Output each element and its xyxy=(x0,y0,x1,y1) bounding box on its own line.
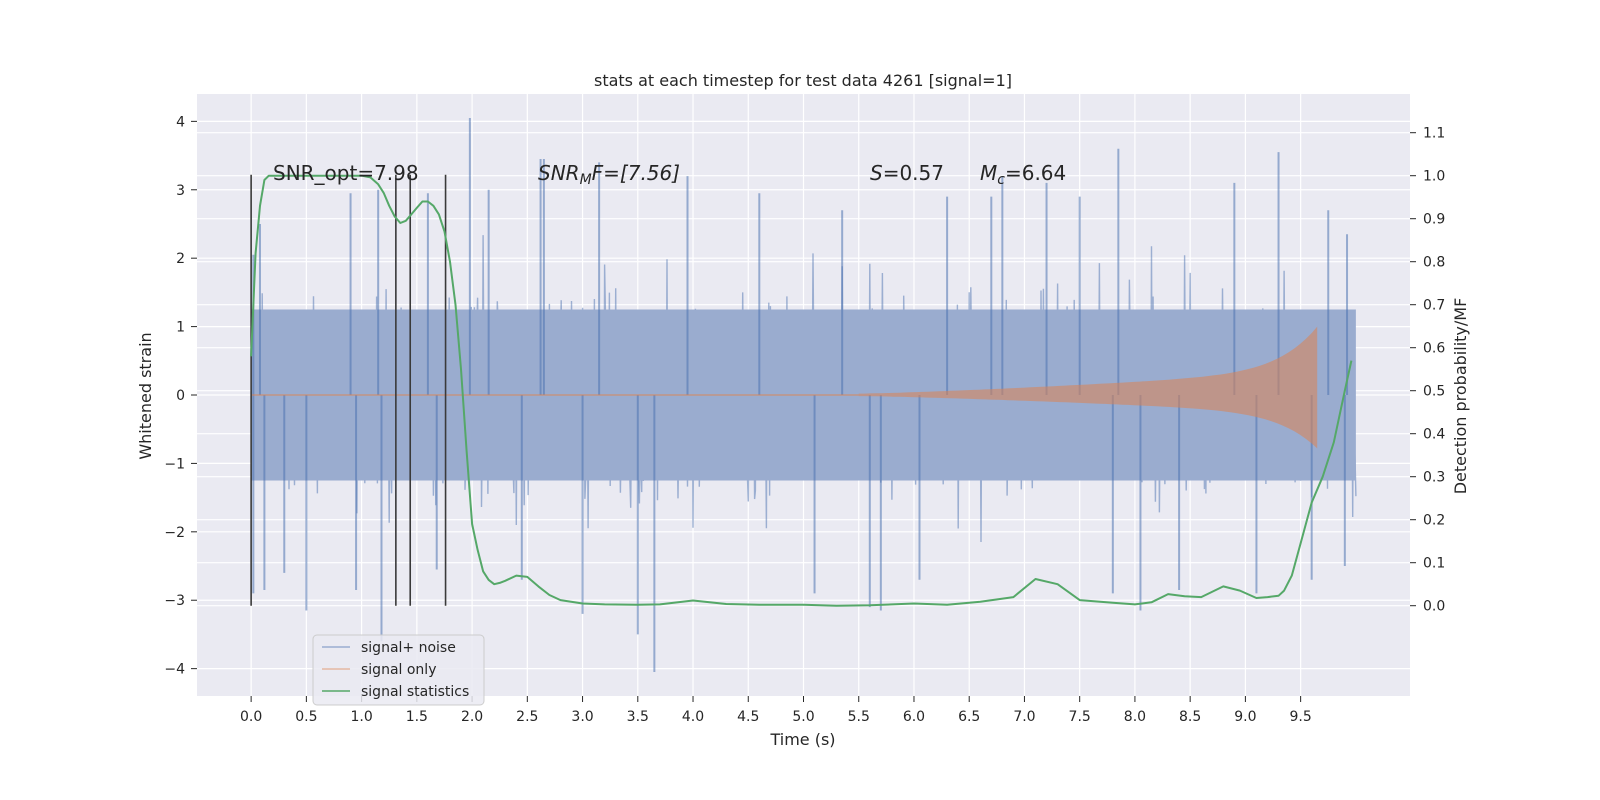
x-tick-label: 7.0 xyxy=(1013,709,1035,725)
y-left-tick-label: 3 xyxy=(176,183,185,199)
y-axis-right-ticks: 1.1 1.0 0.9 0.8 0.7 0.6 0.5 0.4 0.3 0.2 0.1 0.0 xyxy=(1410,126,1445,615)
x-tick-label: 9.0 xyxy=(1234,709,1256,725)
y-left-tick-label: −4 xyxy=(164,662,185,678)
legend-label-signal-only: signal only xyxy=(361,662,436,678)
x-tick-label: 9.5 xyxy=(1289,709,1311,725)
y-right-tick-label: 0.6 xyxy=(1423,341,1445,357)
x-tick-label: 1.5 xyxy=(406,709,428,725)
signal-only-chirp xyxy=(858,326,1318,449)
x-tick-label: 3.5 xyxy=(627,709,649,725)
x-tick-label: 2.5 xyxy=(516,709,538,725)
x-tick-label: 7.5 xyxy=(1069,709,1091,725)
legend: signal+ noise signal only signal statist… xyxy=(312,634,485,706)
y-left-tick-label: 2 xyxy=(176,251,185,267)
signal-statistics-line xyxy=(250,174,1353,607)
s-annotation: S=0.57 xyxy=(870,161,944,185)
y-right-tick-label: 0.3 xyxy=(1423,470,1445,486)
signal-only-series xyxy=(251,326,1318,449)
y-right-tick-label: 0.4 xyxy=(1423,427,1445,443)
y-right-tick-label: 0.7 xyxy=(1423,298,1445,314)
vertical-markers xyxy=(250,174,447,606)
x-tick-label: 4.0 xyxy=(682,709,704,725)
x-axis-ticks: 0.0 0.5 1.0 1.5 2.0 2.5 3.0 3.5 4.0 4.5 5.0 5.5 6.0 6… xyxy=(240,696,1312,725)
x-tick-label: 1.0 xyxy=(350,709,372,725)
chart-title: stats at each timestep for test data 426… xyxy=(594,71,1012,90)
y-right-tick-label: 1.0 xyxy=(1423,169,1445,185)
y-left-tick-label: −3 xyxy=(164,593,185,609)
y-right-tick-label: 0.0 xyxy=(1423,599,1445,615)
y-left-tick-label: −1 xyxy=(164,456,185,472)
x-tick-label: 0.0 xyxy=(240,709,262,725)
snr-opt-annotation: SNR_opt=7.98 xyxy=(273,161,419,185)
x-tick-label: 0.5 xyxy=(295,709,317,725)
y-axis-left-label: Whitened strain xyxy=(136,332,155,459)
y-axis-left-ticks: 4 3 2 1 0 −1 −2 −3 −4 xyxy=(164,114,197,678)
y-right-tick-label: 0.9 xyxy=(1423,212,1445,228)
legend-box xyxy=(312,634,485,706)
x-tick-label: 5.5 xyxy=(848,709,870,725)
y-right-tick-label: 0.5 xyxy=(1423,384,1445,400)
y-right-tick-label: 0.8 xyxy=(1423,255,1445,271)
x-tick-label: 8.5 xyxy=(1179,709,1201,725)
y-right-tick-label: 0.1 xyxy=(1423,556,1445,572)
y-left-tick-label: 4 xyxy=(176,114,185,130)
legend-label-signal-statistics: signal statistics xyxy=(361,684,469,700)
x-tick-label: 6.5 xyxy=(958,709,980,725)
legend-label-signal-noise: signal+ noise xyxy=(361,640,456,656)
mc-annotation: Mc=6.64 xyxy=(980,161,1066,188)
x-tick-label: 4.5 xyxy=(737,709,759,725)
x-tick-label: 3.0 xyxy=(571,709,593,725)
x-tick-label: 8.0 xyxy=(1124,709,1146,725)
y-left-tick-label: 1 xyxy=(176,320,185,336)
x-tick-label: 6.0 xyxy=(903,709,925,725)
y-right-tick-label: 0.2 xyxy=(1423,513,1445,529)
signal-statistics-series xyxy=(250,174,1353,607)
x-axis-label: Time (s) xyxy=(769,730,835,749)
snr-mf-annotation: SNRMF=[7.56] xyxy=(538,161,680,188)
y-left-tick-label: 0 xyxy=(176,388,185,404)
x-tick-label: 2.0 xyxy=(461,709,483,725)
y-left-tick-label: −2 xyxy=(164,525,185,541)
y-axis-right-label: Detection probability/MF xyxy=(1451,298,1470,495)
y-right-tick-label: 1.1 xyxy=(1423,126,1445,142)
x-tick-label: 5.0 xyxy=(792,709,814,725)
